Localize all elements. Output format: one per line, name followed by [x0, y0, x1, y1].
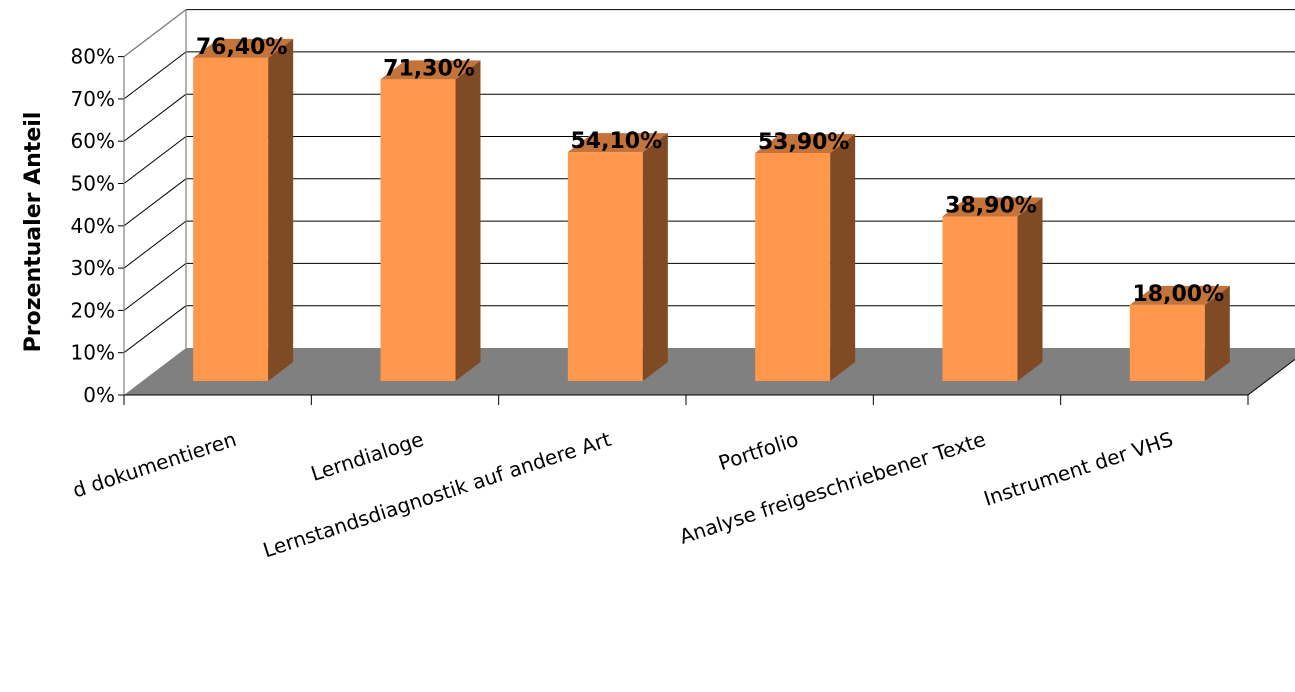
chart-grid	[123, 9, 1295, 354]
wall-gridline	[123, 305, 187, 354]
x-category-label: Analyse freigeschriebener Texte	[677, 427, 989, 549]
bar-top	[942, 197, 1043, 217]
bar-front	[755, 153, 831, 381]
wall-gridline	[123, 220, 187, 269]
bar-side	[268, 38, 294, 381]
bar-front	[193, 57, 269, 381]
floor-right-edge	[1247, 358, 1295, 396]
chart-axes	[118, 9, 1295, 405]
bar-top	[1129, 285, 1230, 305]
bar-side	[455, 60, 481, 381]
wall-gridline	[123, 263, 187, 311]
data-label: 76,40%	[196, 35, 288, 60]
bar-side	[642, 133, 668, 381]
wall-gridline	[123, 51, 187, 100]
wall-gridline	[123, 178, 187, 227]
y-tick-label: 70%	[71, 87, 115, 111]
bar-top	[193, 38, 294, 58]
y-tick-label: 40%	[71, 214, 115, 238]
chart-bars	[193, 38, 1230, 381]
y-tick-label: 30%	[71, 256, 115, 280]
y-tick-label: 50%	[71, 172, 115, 196]
wall-gridline	[123, 93, 187, 142]
data-label: 54,10%	[571, 129, 663, 154]
y-tick-label: 20%	[71, 298, 115, 322]
floor-plane	[124, 348, 1295, 395]
y-tick-label: 10%	[71, 341, 115, 365]
y-tick-label: 0%	[83, 383, 115, 407]
x-category-label: Portfolio	[716, 427, 802, 475]
bar-side	[1204, 285, 1230, 381]
x-category-label: Lerndialoge	[308, 427, 427, 486]
bar-top	[380, 60, 481, 80]
x-category-label: Lernstandsdiagnostik auf andere Art	[260, 427, 614, 562]
chart-floor	[124, 348, 1295, 395]
y-tick-label: 60%	[71, 129, 115, 153]
bar-front	[380, 79, 456, 381]
data-label: 71,30%	[383, 56, 475, 81]
data-label: 18,00%	[1133, 282, 1225, 307]
wall-top-edge	[123, 9, 187, 58]
bar-side	[830, 134, 856, 381]
x-category-label: Instrument der VHS	[981, 427, 1176, 511]
bar-front	[942, 216, 1018, 381]
y-tick-label: 80%	[71, 45, 115, 69]
bar-top	[567, 133, 668, 153]
data-label: 53,90%	[758, 130, 850, 155]
y-axis-label: Prozentualer Anteil	[21, 112, 46, 353]
bar-top	[755, 134, 856, 154]
wall-gridline	[123, 136, 187, 184]
bar-front	[1129, 304, 1205, 381]
bar-front	[567, 152, 643, 381]
data-label: 38,90%	[945, 193, 1037, 218]
bar-side	[1017, 197, 1043, 381]
x-category-label: d dokumentieren	[70, 427, 240, 503]
